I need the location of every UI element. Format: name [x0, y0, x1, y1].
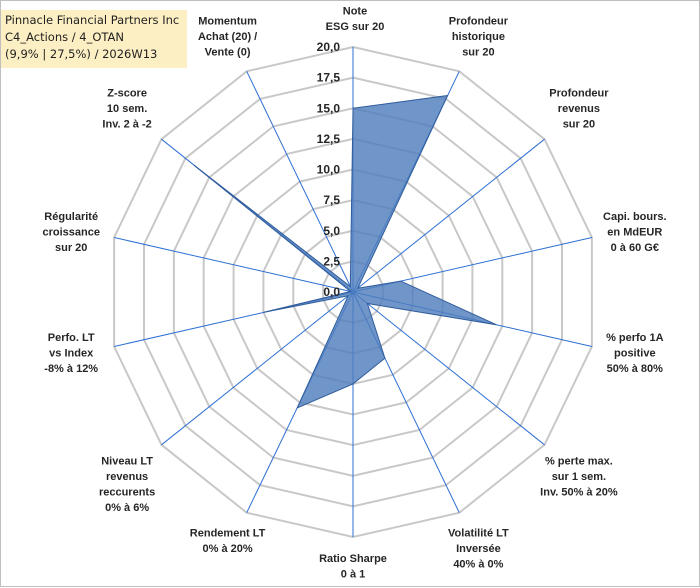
axis-label-line: sur 20 — [462, 47, 494, 59]
category-line: C4_Actions / 4_OTAN — [5, 30, 125, 44]
radar-spoke — [352, 138, 545, 293]
axis-label-line: positive — [614, 348, 656, 360]
tick-label: 20,0 — [317, 40, 341, 54]
axis-label-line: 50% à 80% — [607, 363, 663, 375]
axis-label: Rendement LT 0% à 20% — [190, 527, 266, 555]
axis-label-line: revenus — [106, 471, 148, 483]
axis-label-line: sur 20 — [563, 119, 595, 131]
axis-label-line: Niveau LT — [101, 456, 153, 468]
axis-label-line: 0% à 6% — [105, 502, 149, 514]
axis-label-line: Profondeur — [549, 88, 609, 100]
axis-label-line: Momentum — [198, 16, 257, 28]
axis-label: Z-score 10 sem. Inv. 2 à -2 — [102, 88, 151, 131]
axis-label-line: Inv. 2 à -2 — [102, 119, 151, 131]
radar-series — [193, 94, 497, 409]
series-area — [193, 94, 497, 409]
axis-label-line: 10 sem. — [107, 103, 147, 115]
axis-label: Momentum Achat (20) / Vente (0) — [198, 16, 257, 59]
axis-label-line: en MdEUR — [607, 226, 662, 238]
axis-label-line: vs Index — [49, 348, 94, 360]
axis-label: Niveau LT revenus reccurents 0% à 6% — [99, 456, 155, 515]
tick-label: 17,5 — [317, 71, 341, 85]
radial-tick-labels: 0,0 2,5 5,0 7,5 10,0 12,5 15,0 17,5 20,0 — [317, 40, 341, 299]
axis-label-line: Achat (20) / — [198, 31, 257, 43]
axis-label-line: Volatilité LT — [448, 527, 509, 539]
axis-label: Capi. bours. en MdEUR 0 à 60 G€ — [603, 211, 667, 254]
axis-labels: Note ESG sur 20 Profondeur historique sur 20… — [42, 6, 666, 581]
tick-label: 12,5 — [317, 132, 341, 146]
axis-label: Perfo. LT vs Index -8% à 12% — [44, 332, 98, 375]
tick-label: 15,0 — [317, 101, 341, 115]
axis-label: % perfo 1A positive 50% à 80% — [606, 332, 664, 375]
axis-label: Profondeur revenus sur 20 — [549, 88, 609, 131]
tick-label: 2,5 — [323, 254, 340, 268]
axis-label-line: historique — [452, 31, 505, 43]
axis-label-line: 0 à 1 — [341, 569, 365, 581]
axis-label: % perte max. sur 1 sem. Inv. 50% à 20% — [540, 456, 618, 499]
axis-label: Ratio Sharpe 0 à 1 — [319, 553, 387, 581]
axis-label-line: Z-score — [107, 88, 147, 100]
axis-label-line: Inversée — [456, 543, 501, 555]
tick-label: 10,0 — [317, 163, 341, 177]
axis-label-line: Inv. 50% à 20% — [540, 487, 618, 499]
axis-label-line: 0% à 20% — [203, 543, 253, 555]
axis-label-line: reccurents — [99, 487, 155, 499]
axis-label-line: % perte max. — [545, 456, 613, 468]
axis-label-line: Profondeur — [449, 16, 509, 28]
radar-spoke — [246, 71, 354, 293]
axis-label-line: Régularité — [44, 211, 98, 223]
radar-spoke — [161, 291, 354, 446]
axis-label-line: croissance — [42, 226, 99, 238]
axis-label-line: % perfo 1A — [606, 332, 664, 344]
axis-label-line: Perfo. LT — [48, 332, 95, 344]
axis-label: Profondeur historique sur 20 — [449, 16, 509, 59]
axis-label-line: 40% à 0% — [453, 558, 503, 570]
axis-label-line: Capi. bours. — [603, 211, 667, 223]
axis-label-line: Vente (0) — [205, 47, 251, 59]
stats-week-line: (9,9% | 27,5%) / 2026W13 — [5, 47, 158, 61]
axis-label-line: -8% à 12% — [44, 363, 98, 375]
axis-label-line: Rendement LT — [190, 527, 266, 539]
axis-label: Note ESG sur 20 — [326, 6, 385, 34]
axis-label-line: Ratio Sharpe — [319, 553, 387, 565]
axis-label-line: Note — [343, 6, 367, 18]
axis-label: Volatilité LT Inversée 40% à 0% — [448, 527, 509, 570]
radar-spoke — [113, 237, 354, 293]
axis-label-line: sur 20 — [55, 242, 87, 254]
axis-label: Régularité croissance sur 20 — [42, 211, 99, 254]
axis-label-line: ESG sur 20 — [326, 21, 385, 33]
axis-label-line: 0 à 60 G€ — [611, 242, 659, 254]
company-name: Pinnacle Financial Partners Inc — [5, 13, 180, 27]
info-box: Pinnacle Financial Partners Inc C4_Actio… — [1, 10, 187, 68]
tick-label: 7,5 — [323, 193, 340, 207]
tick-label: 5,0 — [323, 224, 340, 238]
axis-label-line: revenus — [558, 103, 600, 115]
axis-label-line: sur 1 sem. — [552, 471, 606, 483]
tick-label: 0,0 — [323, 285, 340, 299]
radar-spoke — [352, 291, 545, 446]
